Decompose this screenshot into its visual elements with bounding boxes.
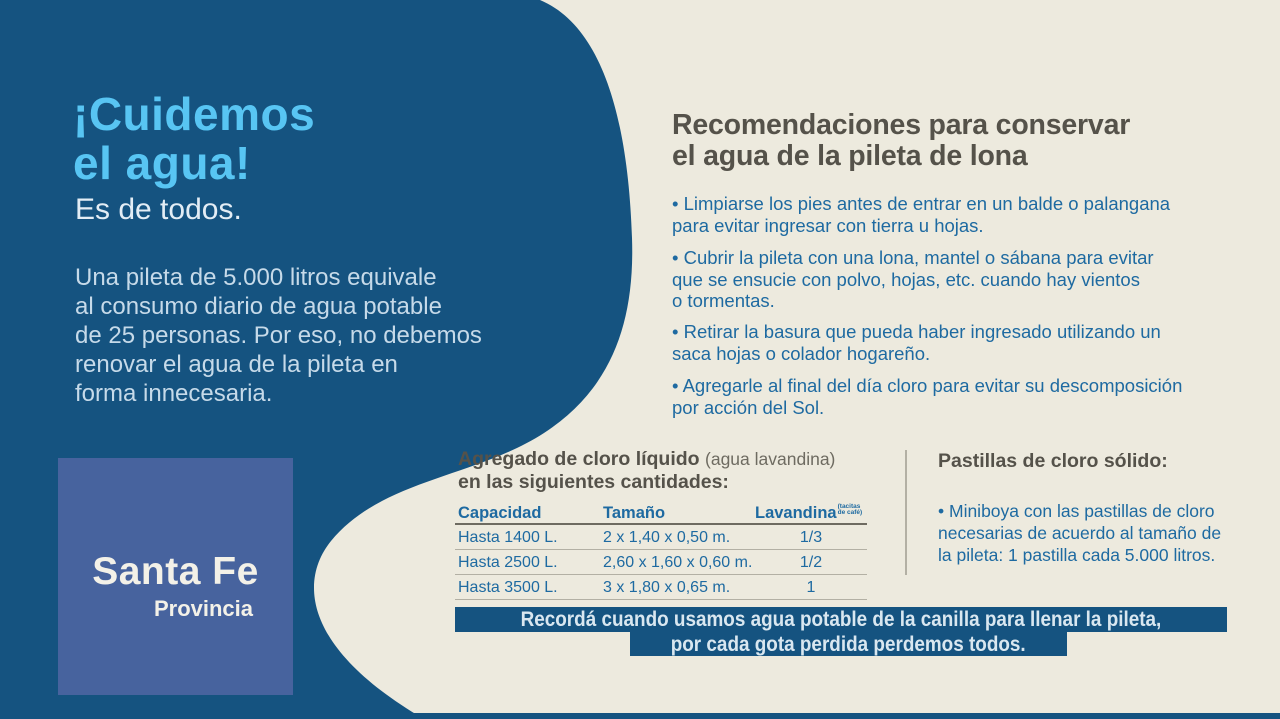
bottom-strip (0, 713, 1280, 719)
table-row: Hasta 3500 L. 3 x 1,80 x 0,65 m. 1 (455, 575, 867, 600)
main-title: ¡Cuidemos el agua! (73, 88, 316, 189)
column-header-tamano: Tamaño (603, 504, 666, 522)
cell-tamano: 2 x 1,40 x 0,50 m. (603, 529, 731, 546)
cell-capacidad: Hasta 2500 L. (458, 554, 558, 571)
table-header-row: Capacidad Tamaño Lavandina(tacitas de ca… (455, 503, 867, 525)
chlorine-liquid-heading-line2: en las siguientes cantidades: (458, 470, 729, 493)
santa-fe-logo: Santa Fe Provincia (58, 458, 293, 695)
table-row: Hasta 1400 L. 2 x 1,40 x 0,50 m. 1/3 (455, 525, 867, 550)
chlorine-solid-item: • Miniboya con las pastillas de cloro ne… (938, 501, 1222, 565)
intro-paragraph: Una pileta de 5.000 litros equivale al c… (75, 264, 482, 407)
table-row: Hasta 2500 L. 2,60 x 1,60 x 0,60 m. 1/2 (455, 550, 867, 575)
recommendation-item: • Cubrir la pileta con una lona, mantel … (672, 247, 1154, 311)
logo-subname: Provincia (153, 596, 253, 621)
recommendation-item: • Agregarle al final del día cloro para … (672, 375, 1183, 418)
cell-lavandina: 1/3 (799, 529, 823, 546)
logo-name: Santa Fe (92, 550, 259, 593)
recommendation-item: • Limpiarse los pies antes de entrar en … (672, 193, 1171, 236)
chlorine-table: Capacidad Tamaño Lavandina(tacitas de ca… (455, 503, 867, 600)
cell-tamano: 3 x 1,80 x 0,65 m. (603, 579, 731, 596)
column-header-capacidad: Capacidad (458, 504, 542, 522)
chlorine-solid-heading: Pastillas de cloro sólido: (938, 450, 1168, 472)
chlorine-liquid-heading-bold: Agregado de cloro líquido (458, 448, 700, 470)
recommendations-title: Recomendaciones para conservar el agua d… (672, 109, 1131, 172)
cell-tamano: 2,60 x 1,60 x 0,60 m. (603, 554, 753, 571)
recommendation-item: • Retirar la basura que pueda haber ingr… (672, 321, 1161, 364)
chlorine-liquid-heading: Agregado de cloro líquido (agua lavandin… (458, 448, 835, 493)
lavandina-unit-note: (tacitas de café) (837, 503, 863, 516)
cell-lavandina: 1 (806, 579, 816, 596)
subtitle: Es de todos. (75, 193, 242, 226)
cell-capacidad: Hasta 3500 L. (458, 579, 558, 596)
cell-lavandina: 1/2 (799, 554, 823, 571)
column-header-lavandina: Lavandina(tacitas de café) (755, 503, 863, 522)
footer-banner-line2: por cada gota perdida perdemos todos. (630, 632, 1067, 656)
cell-capacidad: Hasta 1400 L. (458, 529, 558, 546)
footer-banner-line1: Recordá cuando usamos agua potable de la… (455, 607, 1227, 632)
vertical-divider (905, 450, 907, 575)
chlorine-liquid-heading-note: (agua lavandina) (705, 449, 836, 469)
